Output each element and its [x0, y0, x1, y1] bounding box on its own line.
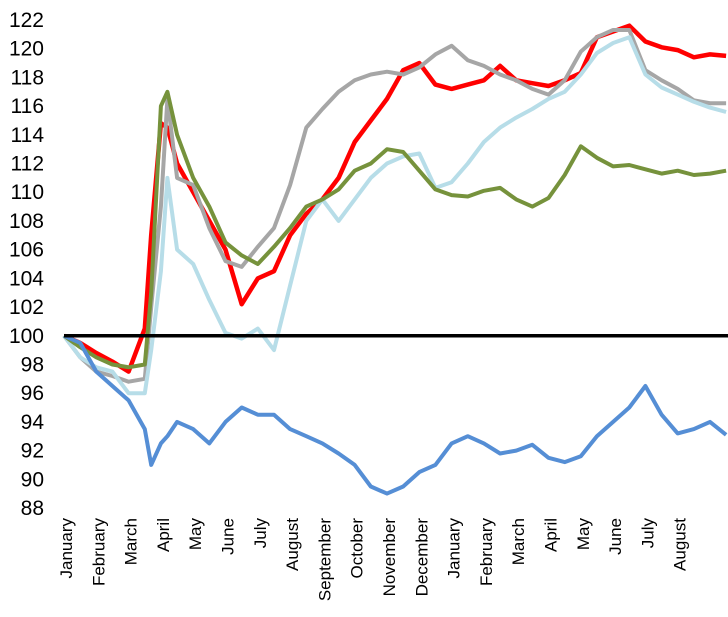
y-tick-label: 114 [11, 124, 45, 147]
x-tick-label: February [477, 518, 496, 587]
x-tick-label: October [348, 518, 367, 579]
x-tick-label: April [154, 518, 173, 552]
x-tick-label: September [315, 518, 334, 601]
x-tick-label: March [122, 518, 141, 565]
y-tick-label: 110 [11, 181, 44, 204]
y-tick-label: 100 [9, 325, 44, 348]
x-tick-label: March [509, 518, 528, 565]
series-line-5 [63, 333, 728, 496]
x-tick-label: August [671, 518, 690, 571]
y-tick-label: 92 [21, 440, 44, 463]
y-tick-label: 90 [21, 468, 44, 491]
x-tick-label: January [445, 518, 464, 579]
x-tick-label: February [89, 518, 108, 587]
y-tick-label: 120 [9, 38, 44, 61]
y-axis-ticks: 88 90 92 94 96 98 100 102 104 106 108 110 112 114 116 1… [9, 9, 44, 520]
y-tick-label: 122 [9, 9, 44, 32]
series-line-4 [62, 89, 727, 370]
x-tick-label: November [380, 518, 399, 597]
y-tick-label: 112 [11, 153, 44, 176]
x-tick-label: July [251, 518, 270, 549]
x-tick-label: May [186, 518, 205, 551]
x-tick-label: August [283, 518, 302, 571]
x-tick-label: December [412, 518, 431, 597]
y-tick-label: 96 [21, 382, 44, 405]
y-tick-label: 94 [21, 411, 45, 434]
y-tick-label: 116 [11, 95, 44, 118]
y-tick-label: 106 [9, 239, 44, 262]
x-tick-label: April [542, 518, 561, 552]
y-tick-label: 118 [11, 66, 44, 89]
y-tick-label: 104 [9, 267, 44, 290]
x-tick-label: June [219, 518, 238, 555]
x-tick-label: May [574, 518, 593, 551]
series-line-3 [62, 35, 727, 396]
y-tick-label: 88 [21, 497, 44, 520]
x-tick-label: July [638, 518, 657, 549]
y-tick-label: 102 [9, 296, 44, 319]
series-layer [62, 23, 728, 496]
x-axis-ticks: January February March April May June July Augu… [57, 518, 690, 602]
series-line-2 [62, 28, 727, 384]
x-tick-label: June [606, 518, 625, 555]
x-tick-label: January [57, 518, 76, 579]
y-tick-label: 108 [9, 210, 44, 233]
y-tick-label: 98 [21, 353, 44, 376]
